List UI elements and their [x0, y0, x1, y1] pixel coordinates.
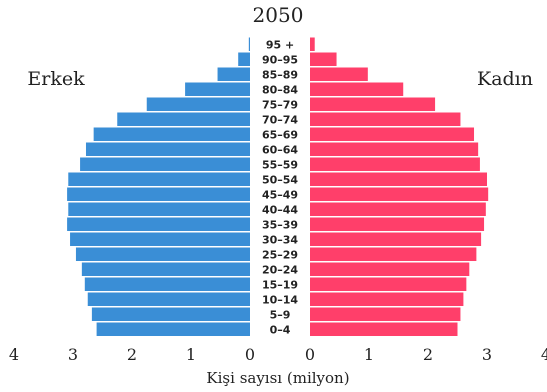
age-label-80-84: 80–84 — [262, 83, 298, 96]
bar-male-5-9 — [91, 307, 250, 321]
bar-female-60-64 — [310, 142, 479, 156]
bar-male-75-79 — [146, 97, 250, 111]
bar-female-65-69 — [310, 127, 475, 141]
x-tick-right-2: 2 — [423, 345, 433, 364]
bar-male-60-64 — [85, 142, 250, 156]
bar-female-70-74 — [310, 112, 461, 126]
bar-female-45-49 — [310, 187, 489, 201]
age-label-30-34: 30–34 — [262, 233, 298, 246]
age-label-60-64: 60–64 — [262, 143, 298, 156]
bar-male-0-4 — [96, 322, 250, 336]
age-label-50-54: 50–54 — [262, 173, 298, 186]
bar-male-25-29 — [75, 247, 250, 261]
bar-female-20-24 — [310, 262, 470, 276]
female-side-label: Kadın — [477, 68, 533, 90]
bar-female-35-39 — [310, 217, 485, 231]
bar-male-55-59 — [80, 157, 250, 171]
age-label-20-24: 20–24 — [262, 263, 298, 276]
bar-female-10-14 — [310, 292, 464, 306]
bar-male-20-24 — [81, 262, 250, 276]
age-label-25-29: 25–29 — [262, 248, 298, 261]
age-label-5-9: 5–9 — [270, 308, 291, 321]
bar-female-15-19 — [310, 277, 467, 291]
age-label-90-95: 90–95 — [262, 53, 298, 66]
bar-male-90-95 — [238, 52, 250, 66]
bar-female-5-9 — [310, 307, 461, 321]
bar-female-80-84 — [310, 82, 404, 96]
bar-male-45-49 — [67, 187, 250, 201]
age-label-10-14: 10–14 — [262, 293, 298, 306]
bar-female-50-54 — [310, 172, 487, 186]
bar-female-0-4 — [310, 322, 458, 336]
age-label-15-19: 15–19 — [262, 278, 298, 291]
bar-female-75-79 — [310, 97, 436, 111]
age-label-55-59: 55–59 — [262, 158, 298, 171]
bar-male-85-89 — [217, 67, 250, 81]
bar-female-40-44 — [310, 202, 486, 216]
bar-male-15-19 — [84, 277, 250, 291]
age-labels-group: 95 + 90–95 85–89 80–84 75–79 70–74 65–69 60–64 5… — [262, 38, 298, 336]
bar-male-10-14 — [87, 292, 250, 306]
bar-female-25-29 — [310, 247, 477, 261]
bar-female-30-34 — [310, 232, 482, 246]
age-label-85-89: 85–89 — [262, 68, 298, 81]
bar-female-85-89 — [310, 67, 368, 81]
x-tick-left-0: 0 — [245, 345, 255, 364]
bar-male-50-54 — [68, 172, 250, 186]
age-label-45-49: 45–49 — [262, 188, 298, 201]
bar-male-70-74 — [117, 112, 250, 126]
x-tick-left-3: 3 — [68, 345, 78, 364]
x-tick-left-4: 4 — [9, 345, 19, 364]
bar-male-35-39 — [67, 217, 250, 231]
x-tick-right-0: 0 — [305, 345, 315, 364]
bar-female-95 — [310, 37, 315, 51]
age-label-70-74: 70–74 — [262, 113, 298, 126]
age-label-40-44: 40–44 — [262, 203, 298, 216]
bar-male-80-84 — [185, 82, 250, 96]
bar-male-95 — [248, 37, 250, 51]
x-tick-right-3: 3 — [482, 345, 492, 364]
x-tick-right-4: 4 — [541, 345, 547, 364]
bars-group — [67, 37, 489, 336]
age-label-75-79: 75–79 — [262, 98, 298, 111]
bar-male-30-34 — [70, 232, 250, 246]
chart-title: 2050 — [253, 3, 304, 27]
bar-male-65-69 — [93, 127, 251, 141]
bar-male-40-44 — [68, 202, 250, 216]
x-tick-right-1: 1 — [364, 345, 374, 364]
age-label-95: 95 + — [266, 38, 294, 51]
x-ticks-group: 4 3 2 1 0 0 1 2 3 4 — [9, 345, 547, 364]
age-label-65-69: 65–69 — [262, 128, 298, 141]
age-label-35-39: 35–39 — [262, 218, 298, 231]
age-label-0-4: 0–4 — [270, 323, 291, 336]
x-axis-label: Kişi sayısı (milyon) — [206, 369, 349, 387]
bar-female-55-59 — [310, 157, 480, 171]
x-tick-left-2: 2 — [127, 345, 137, 364]
bar-female-90-95 — [310, 52, 337, 66]
x-tick-left-1: 1 — [186, 345, 196, 364]
male-side-label: Erkek — [27, 68, 85, 90]
